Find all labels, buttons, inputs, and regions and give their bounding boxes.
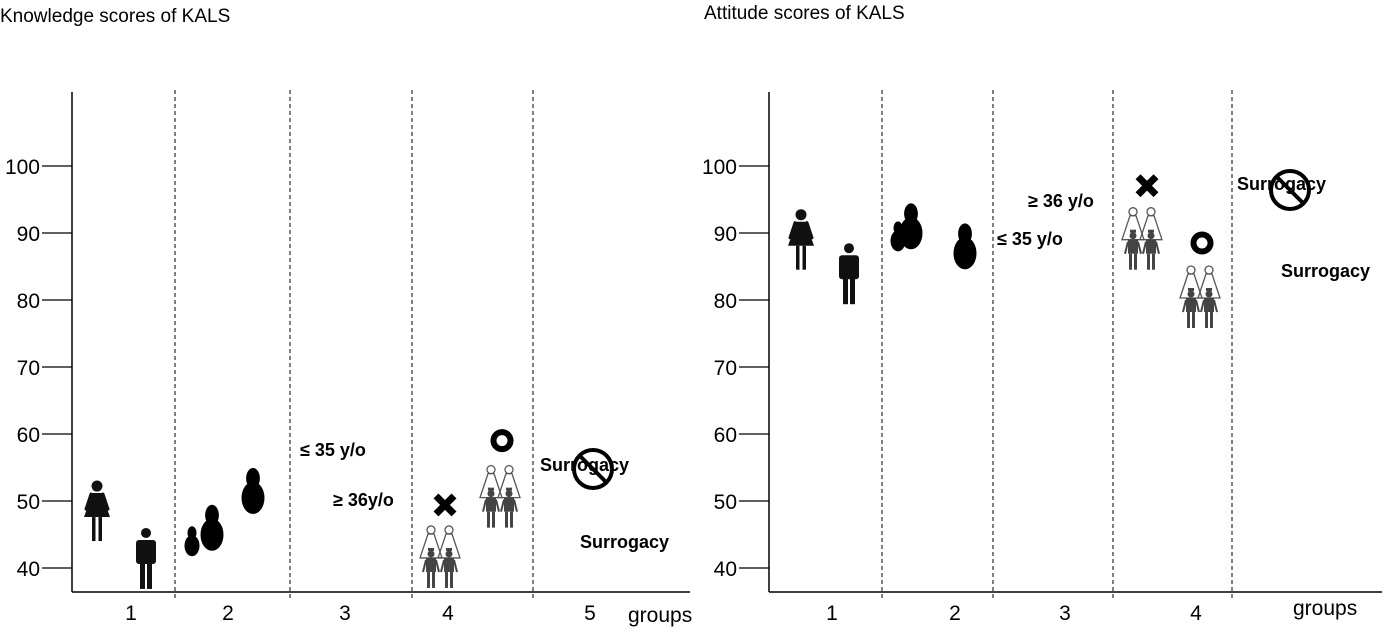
x-mark-icon	[433, 493, 457, 517]
attitude-group-label: 1	[826, 602, 838, 625]
o-mark-icon	[490, 429, 514, 453]
female-icon	[788, 209, 814, 270]
attitude-group-label: 3	[1059, 602, 1071, 625]
x-mark-icon	[1135, 174, 1159, 198]
attitude-y-tick-label: 80	[714, 290, 737, 313]
attitude-y-tick-label: 100	[702, 156, 737, 179]
attitude-x-axis-label: groups	[1293, 597, 1357, 620]
knowledge-surrogacy-label: Surrogacy	[580, 532, 669, 552]
attitude-y-tick-label: 50	[714, 491, 737, 514]
attitude-group-label: 4	[1190, 602, 1202, 625]
male-icon	[839, 243, 859, 305]
knowledge-x-axis-label: groups	[628, 604, 692, 627]
knowledge-y-tick-label: 70	[17, 357, 40, 380]
no-surrogacy-icon	[1269, 169, 1311, 211]
pregnant-large-icon	[241, 467, 265, 514]
pregnant-medium-icon	[200, 504, 224, 551]
knowledge-y-tick-label: 80	[17, 290, 40, 313]
knowledge-surrogacy-banned-label: Surrogacy	[540, 455, 629, 475]
knowledge-group-label: 1	[125, 602, 137, 625]
attitude-y-tick-label: 90	[714, 223, 737, 246]
attitude-le35-label: ≤ 35 y/o	[997, 229, 1063, 249]
knowledge-y-tick-label: 100	[5, 156, 40, 179]
attitude-group-label: 2	[949, 602, 961, 625]
o-mark-icon	[1190, 231, 1214, 255]
knowledge-y-tick-label: 50	[17, 491, 40, 514]
knowledge-y-tick-label: 60	[17, 424, 40, 447]
male-icon	[136, 527, 156, 589]
same-sex-couple-icon	[479, 464, 521, 528]
no-surrogacy-icon	[572, 448, 614, 490]
knowledge-chart-title: Knowledge scores of KALS	[0, 6, 230, 27]
attitude-chart-title: Attitude scores of KALS	[704, 3, 905, 24]
same-sex-couple-icon	[1179, 265, 1221, 328]
pregnant-small-icon	[184, 526, 200, 557]
female-icon	[84, 480, 110, 542]
attitude-y-tick-label: 60	[714, 424, 737, 447]
knowledge-le35-label: ≤ 35 y/o	[300, 440, 366, 460]
knowledge-group-label: 5	[584, 602, 596, 625]
knowledge-ge36-label: ≥ 36y/o	[333, 490, 394, 510]
knowledge-group-label: 2	[222, 602, 234, 625]
knowledge-y-tick-label: 90	[17, 223, 40, 246]
knowledge-group-label: 3	[339, 602, 351, 625]
attitude-ge36-label: ≥ 36 y/o	[1028, 191, 1094, 211]
same-sex-couple-icon	[419, 525, 461, 588]
attitude-y-tick-label: 70	[714, 357, 737, 380]
knowledge-y-tick-label: 40	[17, 558, 40, 581]
same-sex-couple-icon	[1121, 207, 1163, 270]
attitude-surrogacy-label: Surrogacy	[1281, 261, 1370, 281]
pregnant-large-icon	[953, 223, 977, 270]
pregnant-medium-icon	[899, 203, 923, 250]
attitude-y-tick-label: 40	[714, 558, 737, 581]
knowledge-group-label: 4	[442, 602, 454, 625]
